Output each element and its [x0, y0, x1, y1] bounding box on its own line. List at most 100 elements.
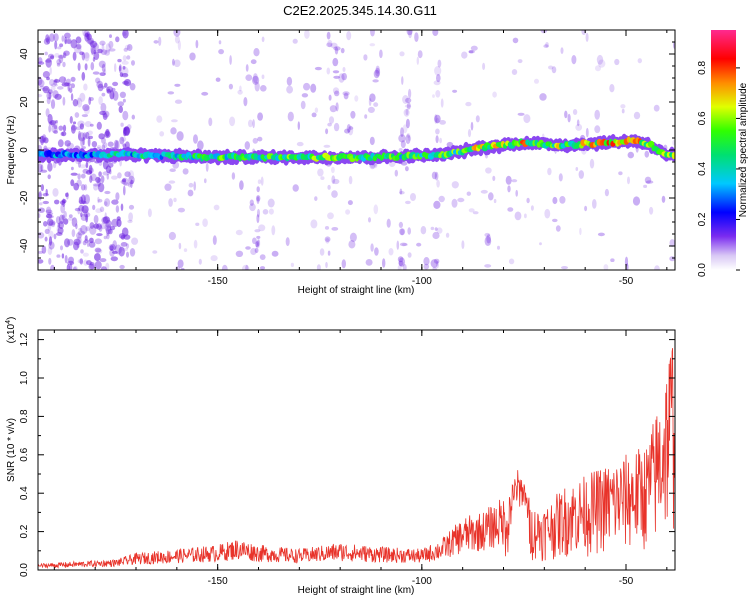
noise-speck [177, 40, 181, 51]
y-tick-label: 0.0 [19, 563, 30, 577]
noise-speck [115, 140, 120, 150]
noise-speck [285, 237, 290, 247]
noise-speck [406, 102, 411, 110]
noise-speck [84, 32, 89, 38]
noise-speck [341, 72, 348, 81]
noise-speck [117, 101, 125, 107]
noise-speck [256, 235, 261, 239]
noise-speck [400, 127, 404, 137]
noise-speck [115, 192, 120, 201]
noise-speck [314, 107, 319, 113]
spectrogram-signal-band [38, 133, 675, 166]
noise-speck [54, 78, 58, 83]
noise-speck [123, 234, 131, 240]
noise-speck [303, 82, 311, 91]
noise-speck [103, 69, 107, 75]
noise-speck [101, 85, 106, 89]
noise-speck [252, 137, 258, 144]
noise-speck [61, 253, 65, 259]
noise-speck [262, 209, 269, 215]
noise-speck [89, 97, 94, 101]
noise-speck [564, 110, 568, 119]
noise-speck [492, 91, 497, 98]
noise-speck [84, 63, 88, 71]
noise-speck [245, 74, 253, 81]
noise-speck [85, 170, 93, 175]
noise-speck [333, 75, 341, 79]
noise-speck [578, 170, 584, 179]
noise-speck [73, 182, 80, 191]
noise-speck [111, 218, 119, 228]
noise-speck [301, 93, 309, 98]
noise-speck [434, 227, 438, 231]
noise-speck [420, 226, 427, 235]
noise-speck [432, 94, 435, 98]
noise-speck [49, 120, 56, 126]
noise-speck [507, 207, 514, 212]
noise-speck [65, 192, 69, 197]
noise-speck [363, 54, 368, 61]
noise-speck [38, 79, 45, 88]
noise-speck [38, 259, 44, 264]
noise-speck [159, 131, 165, 137]
noise-speck [433, 80, 441, 86]
noise-speck [121, 60, 129, 65]
noise-speck [78, 130, 81, 141]
noise-speck [257, 208, 260, 218]
noise-speck [84, 121, 92, 128]
noise-speck [431, 171, 437, 180]
noise-speck [249, 203, 256, 212]
noise-speck [78, 228, 83, 231]
noise-speck [595, 65, 601, 72]
noise-speck [103, 201, 108, 207]
noise-speck [80, 213, 88, 221]
noise-speck [317, 168, 324, 177]
noise-speck [388, 248, 394, 256]
noise-speck [451, 198, 458, 208]
noise-speck [242, 264, 250, 270]
noise-speck [470, 45, 478, 51]
noise-speck [399, 242, 408, 247]
noise-speck [229, 55, 232, 65]
noise-speck [256, 186, 260, 193]
noise-speck [482, 62, 486, 70]
noise-speck [118, 246, 125, 257]
noise-speck [58, 221, 64, 230]
noise-speck [54, 53, 60, 58]
noise-speck [82, 132, 87, 140]
noise-speck [326, 31, 331, 40]
noise-speck [493, 198, 497, 204]
noise-speck [215, 77, 221, 82]
noise-speck [156, 115, 163, 123]
noise-speck [69, 87, 73, 93]
noise-speck [57, 46, 62, 50]
noise-speck [128, 204, 135, 210]
noise-speck [100, 266, 107, 270]
colorbar-tick-label: 0.4 [697, 162, 708, 176]
noise-speck [324, 226, 330, 230]
noise-speck [296, 141, 304, 147]
noise-speck [106, 227, 110, 237]
noise-speck [235, 229, 243, 236]
noise-speck [41, 245, 47, 254]
noise-speck [77, 207, 81, 215]
noise-speck [113, 139, 119, 150]
noise-speck [77, 62, 81, 71]
noise-speck [96, 80, 103, 89]
noise-speck [42, 85, 50, 94]
noise-speck [484, 232, 491, 237]
noise-speck [239, 85, 242, 92]
noise-speck [89, 237, 94, 244]
noise-speck [620, 104, 626, 109]
noise-speck [348, 240, 356, 249]
noise-speck [54, 199, 60, 205]
noise-speck [589, 158, 595, 169]
noise-speck [82, 240, 87, 246]
noise-speck [122, 80, 129, 85]
noise-speck [524, 213, 527, 219]
x-tick-label: -150 [208, 276, 228, 287]
snr-panel: -150 -100 -50 0.0 0.2 0.4 0.6 0.8 1.0 1.2 Height… [5, 317, 676, 596]
noise-speck [348, 175, 353, 185]
noise-speck [402, 124, 408, 134]
noise-speck [171, 119, 178, 123]
